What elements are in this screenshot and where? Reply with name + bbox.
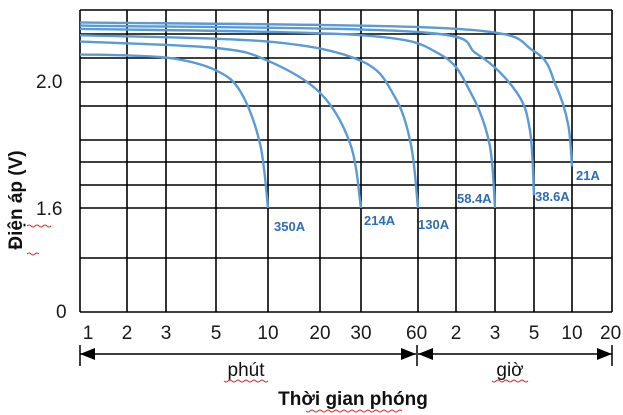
curve-214a — [79, 40, 363, 209]
y-tick-label-1-6: 1.6 — [36, 199, 62, 220]
spellcheck-underline-phut — [223, 379, 269, 383]
unit-span-hours — [416, 345, 613, 366]
curves-layer — [79, 21, 574, 209]
x-tick-labels: 1 2 3 5 10 20 30 60 2 3 5 10 20 — [83, 323, 621, 344]
curve-label-130a: 130A — [418, 217, 450, 232]
spellcheck-underline-y — [26, 224, 52, 256]
curve-label-38-6a: 38.6A — [535, 189, 570, 204]
y-tick-label-2-0: 2.0 — [36, 72, 62, 93]
x-tick-label: 2 — [122, 323, 133, 344]
curve-labels-layer: 350A 214A 130A 58.4A 38.6A 21A — [274, 168, 600, 234]
x-tick-label: 10 — [257, 323, 278, 344]
x-tick-label: 20 — [309, 323, 330, 344]
y-tick-label-0: 0 — [56, 302, 67, 323]
spellcheck-underline-x — [305, 409, 403, 413]
x-tick-label: 2 — [451, 323, 462, 344]
chart-grid — [79, 9, 613, 313]
x-tick-label: 30 — [350, 323, 371, 344]
curve-label-58-4a: 58.4A — [457, 191, 492, 206]
curve-38-6a — [79, 24, 536, 196]
spellcheck-underline-gio — [491, 379, 529, 383]
curve-130a — [79, 34, 420, 209]
x-tick-label: 5 — [529, 323, 540, 344]
x-tick-label: 5 — [211, 323, 222, 344]
unit-label-hours: giờ — [496, 360, 523, 381]
curve-label-21a: 21A — [576, 168, 600, 183]
curve-58-4a — [79, 27, 497, 209]
curve-21a — [79, 21, 574, 167]
curve-label-350a: 350A — [274, 219, 306, 234]
x-tick-label: 60 — [406, 323, 427, 344]
x-tick-label: 3 — [161, 323, 172, 344]
y-axis-label: Điện áp (V) — [6, 150, 27, 249]
unit-span-minutes — [79, 345, 416, 366]
x-axis-label: Thời gian phóng — [278, 389, 428, 410]
unit-label-minutes: phút — [228, 360, 266, 381]
curve-350a — [79, 53, 270, 209]
curve-label-214a: 214A — [364, 213, 396, 228]
x-tick-label: 10 — [561, 323, 582, 344]
x-tick-label: 1 — [83, 323, 94, 344]
x-tick-label: 20 — [600, 323, 621, 344]
x-tick-label: 3 — [490, 323, 501, 344]
